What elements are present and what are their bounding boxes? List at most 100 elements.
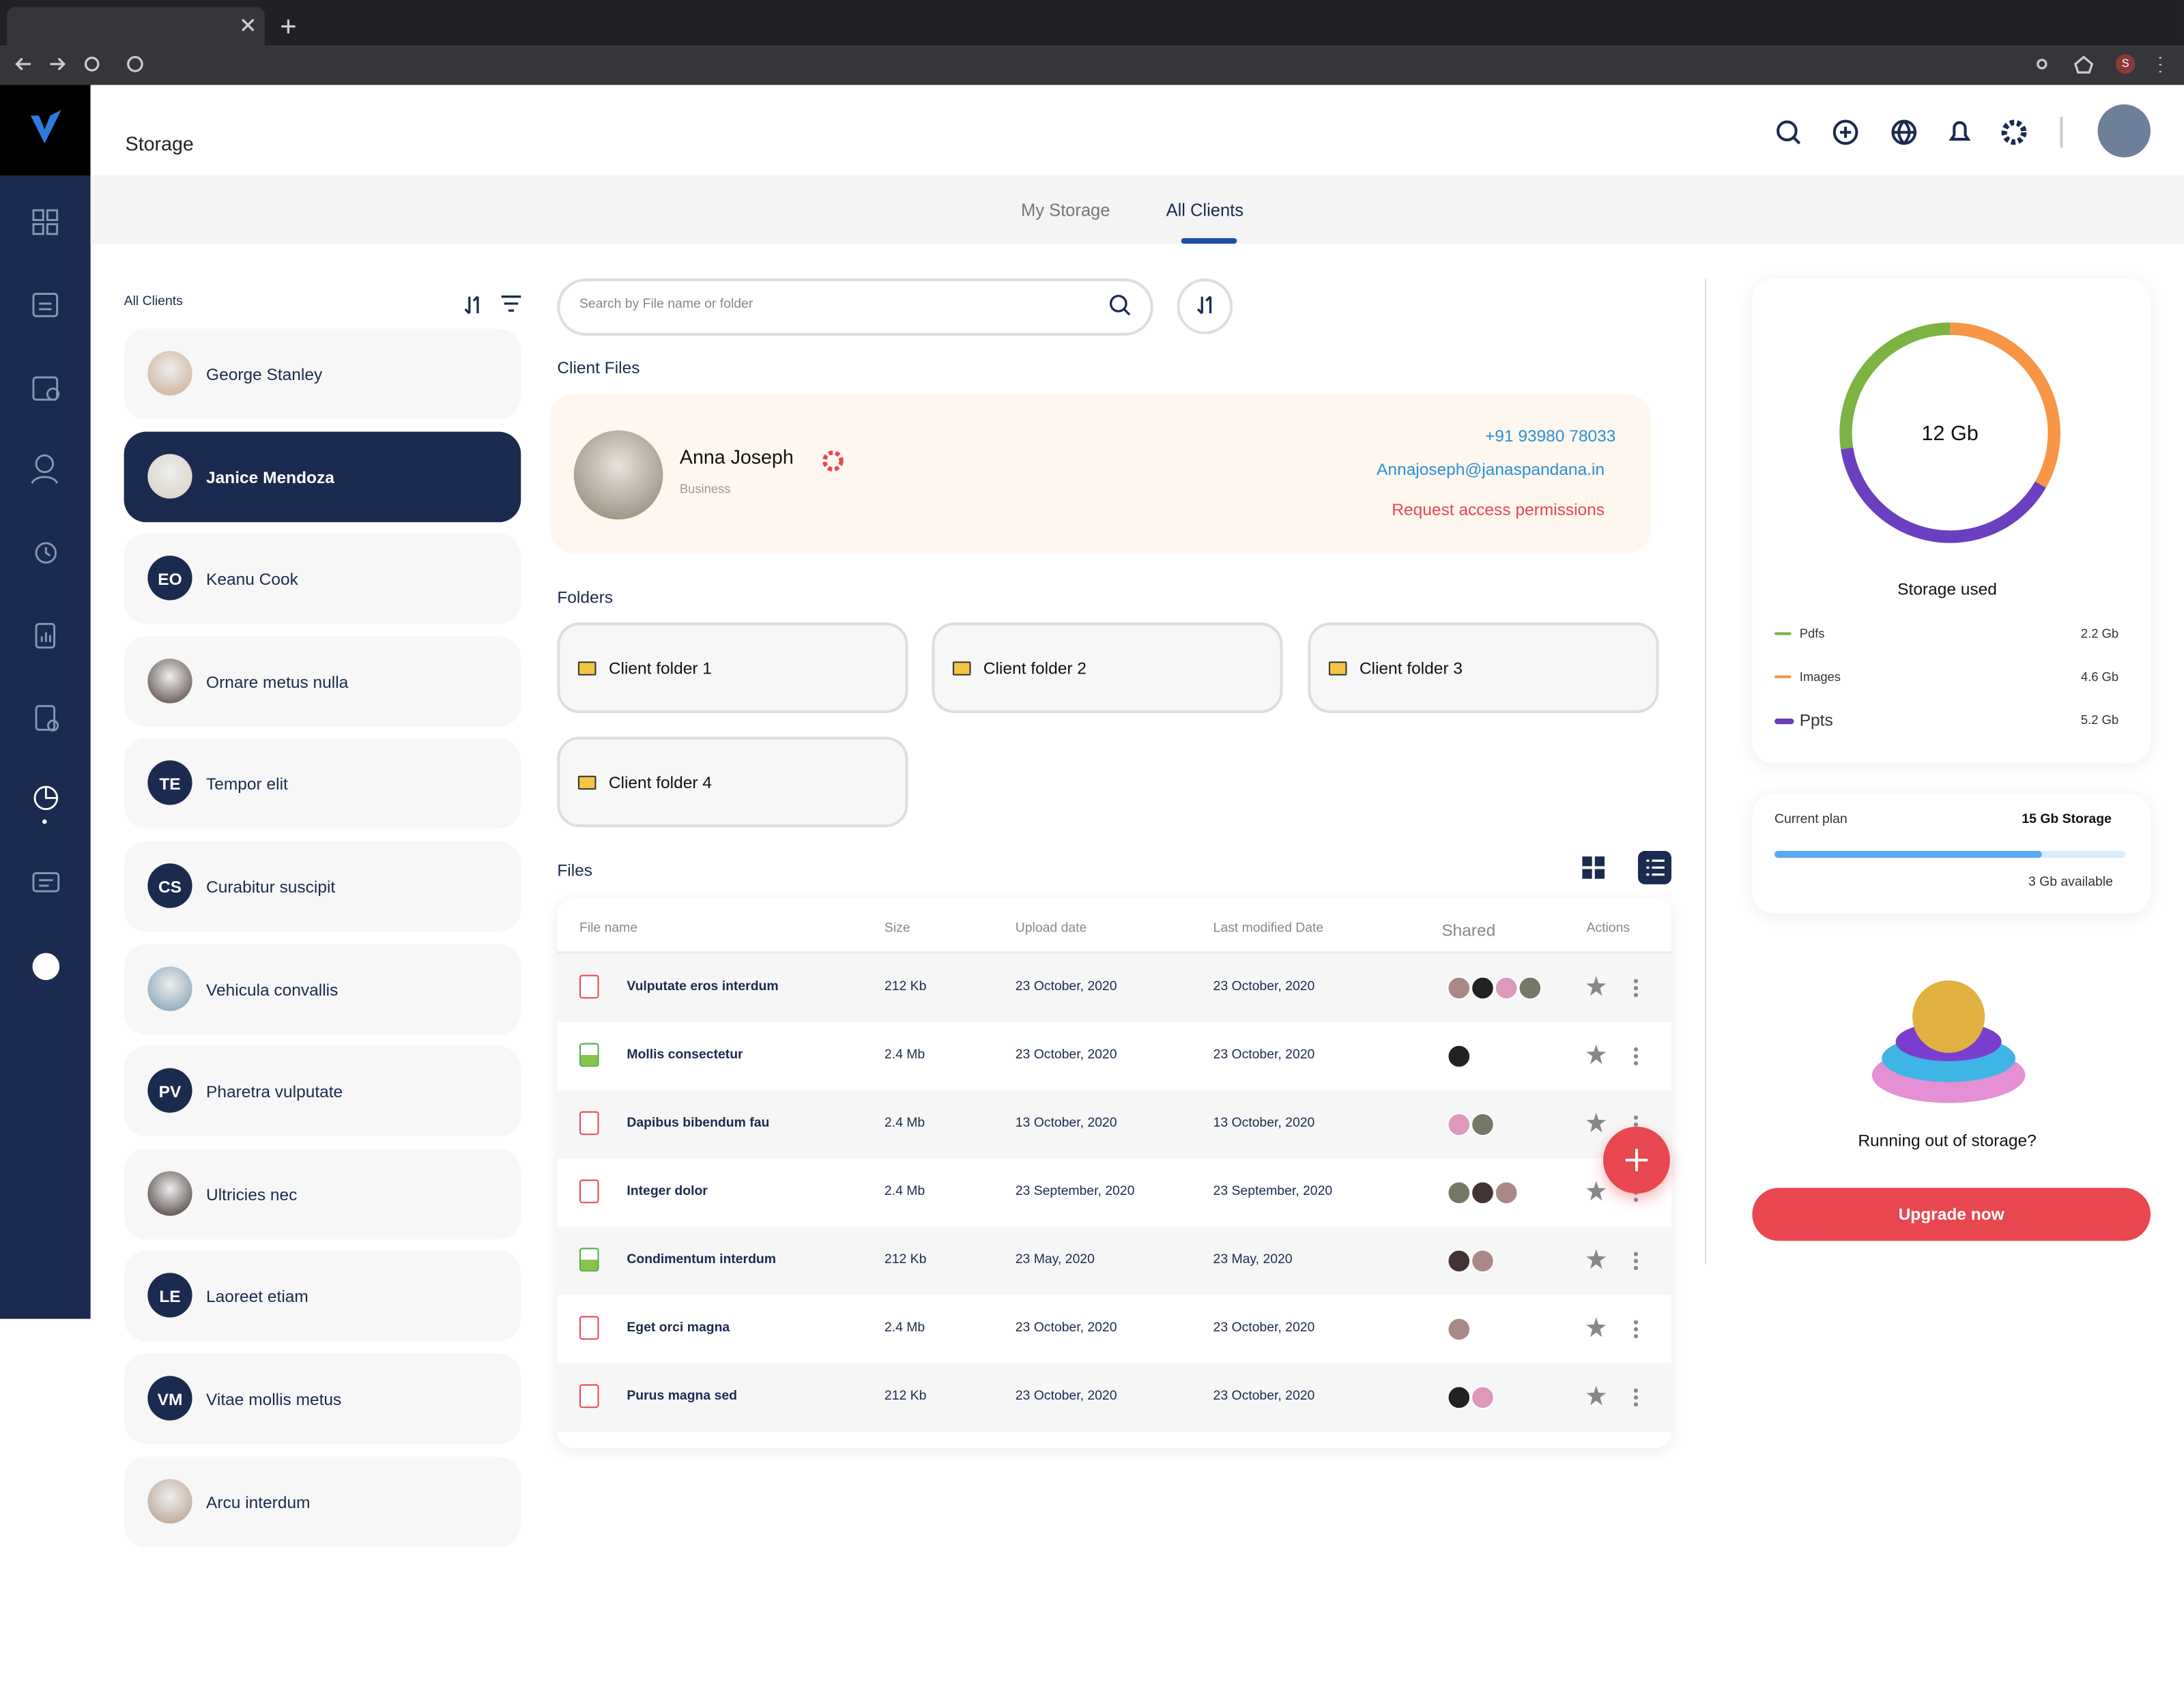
browser-tab[interactable] <box>7 7 265 46</box>
folder-card[interactable] <box>932 622 1283 713</box>
legend-value: 5.2 Gb <box>2080 712 2119 727</box>
client-initials: EO <box>158 570 182 590</box>
clients-title: All Clients <box>124 293 183 310</box>
view-toggle <box>1582 850 1671 884</box>
file-modified: 23 May, 2020 <box>1213 1252 1293 1268</box>
folder-name: Client folder 4 <box>608 772 712 793</box>
sidebar-icons <box>30 110 61 981</box>
more-icon[interactable] <box>1633 1045 1638 1066</box>
sort-button[interactable] <box>1177 278 1233 334</box>
storage-donut <box>1839 322 2060 543</box>
folder-name: Client folder 3 <box>1359 659 1463 678</box>
file-uploaded: 13 October, 2020 <box>1015 1115 1117 1131</box>
client-email[interactable]: Annajoseph@janaspandana.in <box>1377 459 1605 480</box>
browser-toolbar <box>0 46 2184 85</box>
file-icon-pdf <box>579 1384 599 1408</box>
shared-avatar <box>1471 1112 1495 1137</box>
more-icon[interactable] <box>1633 1114 1638 1134</box>
file-icon-pdf <box>579 1111 599 1136</box>
bell-icon[interactable] <box>1949 121 1971 141</box>
file-name[interactable]: Dapibus bibendum fau <box>627 1115 770 1131</box>
client-name: George Stanley <box>206 364 323 385</box>
client-name: Pharetra vulputate <box>206 1082 343 1102</box>
client-name: Vehicula convallis <box>206 979 339 1000</box>
file-icon-pdf <box>579 1316 599 1340</box>
storage-total: 12 Gb <box>1921 422 1979 446</box>
shared-avatar <box>1471 976 1495 1000</box>
more-icon[interactable] <box>1633 977 1638 998</box>
settings-icon[interactable] <box>2001 119 2027 145</box>
file-name[interactable]: Condimentum interdum <box>627 1252 777 1268</box>
more-icon[interactable] <box>1633 1387 1638 1407</box>
client-initials-avatar <box>147 863 192 908</box>
client-initials: PV <box>158 1082 182 1102</box>
client-name: Laoreet etiam <box>206 1287 308 1307</box>
shared-avatar <box>1447 1249 1471 1273</box>
tab-strip <box>0 0 2184 46</box>
column-header: File name <box>579 920 638 936</box>
legend-name: Images <box>1799 669 1841 684</box>
file-modified: 23 September, 2020 <box>1213 1183 1333 1200</box>
folder-icon <box>952 661 971 676</box>
client-name: Arcu interdum <box>206 1492 311 1512</box>
column-header: Upload date <box>1015 920 1087 936</box>
user-avatar[interactable] <box>2097 104 2151 158</box>
shared-avatar <box>1447 1044 1471 1069</box>
tab-indicator <box>1181 237 1237 244</box>
legend-swatch <box>1774 632 1792 635</box>
search-box[interactable] <box>557 278 1153 336</box>
file-size: 2.4 Mb <box>884 1320 925 1336</box>
logo[interactable] <box>30 110 61 144</box>
file-size: 2.4 Mb <box>884 1115 925 1131</box>
search-icon[interactable] <box>1777 120 1798 142</box>
request-access[interactable]: Request access permissions <box>1392 500 1605 520</box>
client-phone[interactable]: +91 93980 78033 <box>1484 426 1616 446</box>
file-size: 212 Kb <box>884 1252 927 1268</box>
grid-view-icon[interactable] <box>1582 856 1605 879</box>
folder-name: Client folder 2 <box>983 659 1087 678</box>
section-title: Client Files <box>557 358 640 378</box>
plan-available: 3 Gb available <box>2028 874 2113 891</box>
client-name: Anna Joseph <box>679 446 794 468</box>
more-icon[interactable] <box>1633 1250 1638 1271</box>
file-modified: 23 October, 2020 <box>1213 979 1315 995</box>
upgrade-label[interactable]: Upgrade now <box>1898 1204 2005 1224</box>
tab-bar <box>90 175 2184 244</box>
file-name[interactable]: Purus magna sed <box>627 1388 737 1404</box>
legend-value: 2.2 Gb <box>2080 626 2119 641</box>
client-settings-icon[interactable] <box>819 447 847 475</box>
file-name[interactable]: Eget orci magna <box>627 1320 730 1336</box>
client-name: Janice Mendoza <box>206 467 334 487</box>
folder-icon <box>577 661 597 676</box>
folder-card[interactable] <box>557 622 908 713</box>
legend-name: Ppts <box>1799 710 1833 730</box>
add-icon[interactable] <box>1833 119 1858 145</box>
file-uploaded: 23 October, 2020 <box>1015 1388 1117 1404</box>
plan-value: 15 Gb Storage <box>2022 811 2112 828</box>
client-name: Vitae mollis metus <box>206 1389 342 1410</box>
file-size: 2.4 Mb <box>884 1047 925 1063</box>
file-size: 212 Kb <box>884 979 927 995</box>
file-name[interactable]: Vulputate eros interdum <box>627 979 779 995</box>
column-header: Last modified Date <box>1213 920 1324 936</box>
client-initials-avatar <box>147 1068 192 1113</box>
tab[interactable]: All Clients <box>1166 200 1244 220</box>
file-name[interactable]: Mollis consectetur <box>627 1047 743 1063</box>
promo-text: Running out of storage? <box>1858 1131 2037 1151</box>
shared-avatar <box>1447 1317 1471 1342</box>
more-icon[interactable] <box>1633 1318 1638 1339</box>
tab[interactable]: My Storage <box>1020 200 1110 220</box>
file-name[interactable]: Integer dolor <box>627 1183 708 1200</box>
folder-icon <box>1328 661 1347 676</box>
column-header: Actions <box>1586 920 1630 936</box>
file-row <box>557 1295 1671 1363</box>
profile-initial: S <box>2121 57 2129 70</box>
column-header: Size <box>884 920 910 936</box>
folder-card[interactable] <box>557 736 908 828</box>
folder-card[interactable] <box>1308 622 1659 713</box>
upgrade-button[interactable] <box>1752 1187 2151 1241</box>
client-initials: TE <box>159 775 181 795</box>
client-initials-avatar <box>147 1376 192 1421</box>
client-photo <box>147 658 192 704</box>
